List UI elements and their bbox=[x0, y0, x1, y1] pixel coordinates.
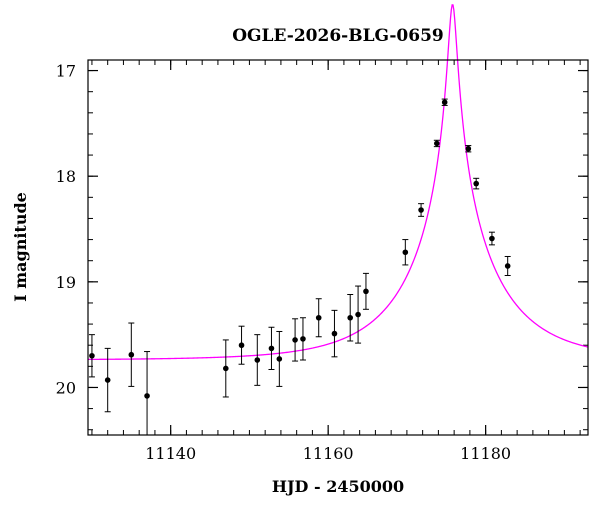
x-tick-label: 11140 bbox=[145, 444, 196, 463]
data-point bbox=[104, 377, 111, 383]
data-point bbox=[268, 345, 275, 352]
data-point bbox=[504, 263, 511, 269]
y-major-ticks bbox=[88, 69, 588, 389]
data-point bbox=[222, 365, 229, 372]
y-tick-label: 19 bbox=[56, 273, 76, 292]
data-point bbox=[238, 342, 245, 349]
y-tick-label: 17 bbox=[56, 62, 76, 81]
data-point bbox=[292, 337, 298, 343]
y-tick-label: 18 bbox=[56, 167, 76, 186]
y-minor-ticks bbox=[88, 70, 588, 431]
x-minor-ticks bbox=[91, 60, 581, 435]
data-point bbox=[355, 311, 361, 318]
data-point bbox=[315, 314, 322, 321]
x-tick-labels: 11140 11160 11180 bbox=[145, 444, 511, 463]
model-curve bbox=[87, 4, 589, 361]
data-point bbox=[473, 180, 479, 187]
data-point bbox=[254, 357, 261, 363]
plot-frame bbox=[87, 59, 589, 436]
data-points bbox=[89, 99, 511, 399]
chart-title: OGLE-2026-BLG-0659 bbox=[232, 26, 444, 46]
data-point bbox=[89, 352, 95, 359]
data-point bbox=[402, 249, 409, 256]
data-point bbox=[489, 235, 495, 242]
x-tick-label: 11160 bbox=[303, 444, 354, 463]
y-tick-labels: 17 18 19 20 bbox=[56, 62, 76, 398]
error-bars bbox=[88, 98, 511, 435]
data-point bbox=[144, 393, 150, 399]
data-point bbox=[434, 140, 440, 147]
data-point bbox=[300, 336, 306, 342]
data-point bbox=[441, 99, 448, 106]
x-tick-label: 11180 bbox=[460, 444, 511, 463]
y-axis-title: I magnitude bbox=[11, 192, 30, 302]
y-tick-label: 20 bbox=[56, 378, 76, 397]
data-point bbox=[418, 207, 424, 213]
data-point bbox=[331, 330, 338, 337]
data-point bbox=[347, 314, 354, 321]
data-point bbox=[363, 288, 369, 295]
x-axis-title: HJD - 2450000 bbox=[272, 477, 404, 496]
x-major-ticks bbox=[170, 60, 487, 435]
data-point bbox=[128, 351, 135, 358]
data-point bbox=[465, 145, 472, 152]
data-point bbox=[276, 356, 283, 362]
